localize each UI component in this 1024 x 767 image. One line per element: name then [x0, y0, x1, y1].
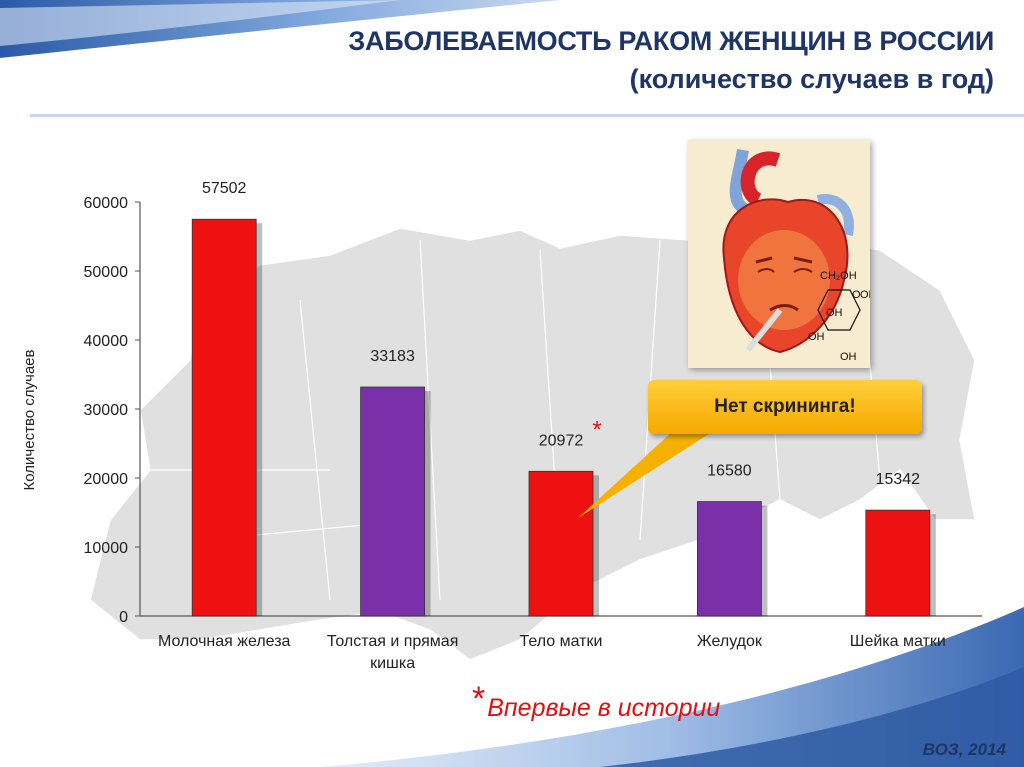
y-tick-label: 30000 — [84, 402, 129, 419]
y-tick-label: 10000 — [84, 540, 129, 557]
bar-value-label: 16580 — [707, 463, 752, 480]
header-decoration — [0, 0, 1024, 117]
bar-1 — [191, 218, 257, 617]
x-category-label: Толстая и прямая — [327, 633, 459, 650]
chem-label-oh-4: OH — [840, 351, 857, 363]
no-screening-callout: Нет скрининга! — [648, 380, 922, 434]
bar-value-label: 33183 — [370, 348, 415, 365]
chem-label-o: O — [852, 289, 861, 301]
callout-text: Нет скрининга! — [714, 396, 856, 417]
y-tick-label: 20000 — [84, 471, 129, 488]
heart-illustration: CH₂OH O OH OH OH OH — [688, 140, 877, 368]
x-category-label: Молочная железа — [158, 633, 291, 650]
chem-label-oh-3: OH — [808, 331, 825, 343]
x-category-label: Желудок — [697, 633, 763, 650]
x-category-label: Тело матки — [520, 633, 603, 650]
source-citation: ВОЗ, 2014 — [922, 740, 1006, 759]
chem-label-oh-1: OH — [860, 289, 870, 301]
y-tick-label: 50000 — [84, 264, 129, 281]
y-tick-label: 0 — [119, 609, 128, 626]
y-axis-ticks: 0 10000 20000 30000 40000 50000 60000 — [84, 195, 140, 626]
bar-3 — [528, 470, 594, 617]
first-time-asterisk: * — [592, 416, 601, 443]
bar-5 — [865, 509, 931, 617]
bar-4 — [697, 501, 762, 617]
y-tick-label: 60000 — [84, 195, 129, 212]
footnote-asterisk: * — [472, 680, 486, 718]
x-category-label: Шейка матки — [850, 633, 946, 650]
footnote: * Впервые в истории — [472, 680, 721, 723]
chem-label-ch2oh: CH₂OH — [820, 270, 857, 282]
footnote-text: Впервые в истории — [487, 694, 721, 722]
y-axis-title: Количество случаев — [21, 350, 38, 491]
slide-subtitle: (количество случаев в год) — [629, 64, 994, 94]
bar-2 — [360, 386, 426, 617]
x-category-label: кишка — [370, 655, 415, 672]
bar-series: 57502 33183 20972 * 16580 15342 — [191, 180, 936, 617]
y-tick-label: 40000 — [84, 333, 129, 350]
x-axis-labels: Молочная железа Толстая и прямая кишка Тело… — [158, 633, 946, 672]
slide-title: ЗАБОЛЕВАЕМОСТЬ РАКОМ ЖЕНЩИН В РОССИИ — [348, 26, 994, 56]
bar-value-label: 57502 — [202, 180, 247, 197]
footer-decoration — [320, 607, 1024, 767]
bar-value-label: 20972 — [539, 432, 584, 449]
bar-value-label: 15342 — [876, 471, 921, 488]
chem-label-oh-2: OH — [826, 307, 843, 319]
